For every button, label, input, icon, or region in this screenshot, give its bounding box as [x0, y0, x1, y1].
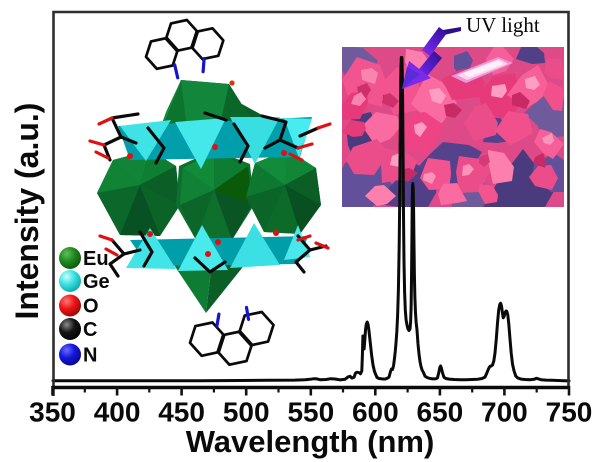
- svg-text:N: N: [83, 345, 97, 367]
- svg-text:350: 350: [29, 397, 76, 428]
- svg-text:Ge: Ge: [83, 271, 110, 293]
- svg-text:550: 550: [287, 397, 334, 428]
- svg-text:400: 400: [94, 397, 141, 428]
- svg-text:700: 700: [481, 397, 528, 428]
- svg-text:Intensity (a.u.): Intensity (a.u.): [9, 103, 45, 320]
- svg-text:C: C: [83, 319, 97, 341]
- svg-text:650: 650: [417, 397, 464, 428]
- svg-text:500: 500: [223, 397, 270, 428]
- svg-text:O: O: [83, 296, 99, 318]
- svg-text:600: 600: [352, 397, 399, 428]
- svg-text:Eu: Eu: [83, 248, 109, 270]
- svg-text:UV light: UV light: [466, 13, 540, 37]
- svg-text:450: 450: [158, 397, 205, 428]
- svg-text:Wavelength (nm): Wavelength (nm): [186, 424, 435, 459]
- svg-text:750: 750: [546, 397, 593, 428]
